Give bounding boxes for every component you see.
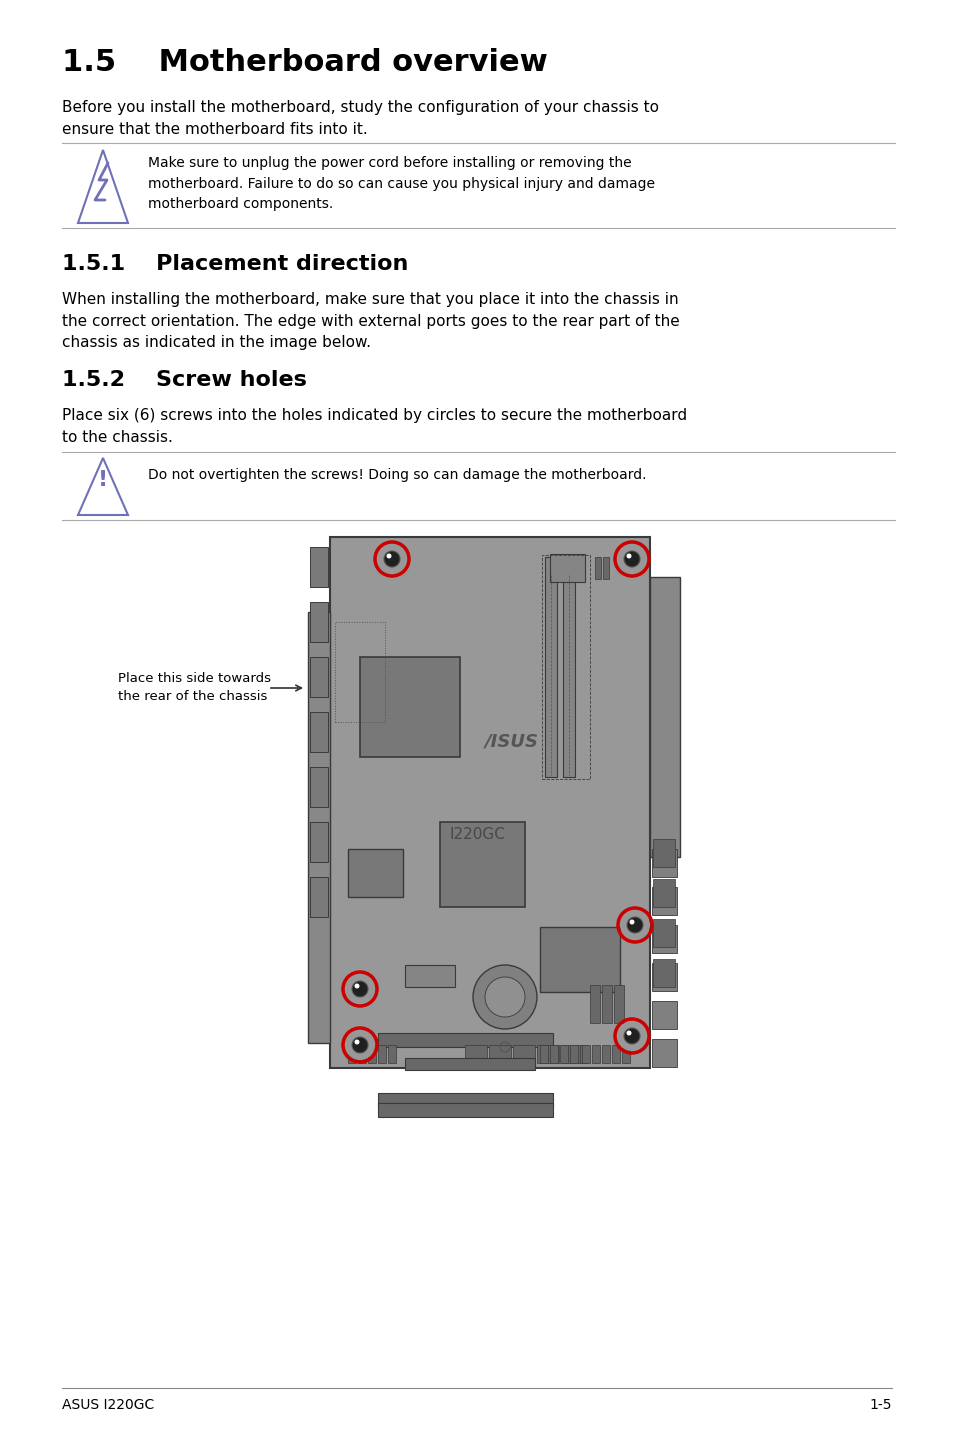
Text: I220GC: I220GC: [450, 827, 505, 843]
Bar: [651, 1001, 677, 1030]
Bar: [539, 1045, 547, 1063]
Text: /ISUS: /ISUS: [484, 732, 538, 751]
Bar: [377, 1093, 553, 1107]
Bar: [651, 925, 677, 953]
Text: Before you install the motherboard, study the configuration of your chassis to
e: Before you install the motherboard, stud…: [62, 101, 659, 137]
Bar: [541, 555, 589, 779]
Circle shape: [473, 965, 537, 1030]
Text: 1.5.2    Screw holes: 1.5.2 Screw holes: [62, 370, 307, 390]
Bar: [652, 879, 675, 907]
Bar: [581, 1045, 589, 1063]
Circle shape: [345, 1030, 375, 1060]
Circle shape: [626, 917, 642, 933]
Bar: [357, 1045, 366, 1063]
Bar: [310, 657, 328, 697]
Circle shape: [623, 1028, 639, 1044]
Circle shape: [617, 1021, 646, 1051]
Circle shape: [619, 910, 649, 940]
Bar: [595, 557, 600, 580]
Circle shape: [484, 976, 524, 1017]
Circle shape: [617, 544, 646, 574]
Bar: [550, 554, 584, 582]
Bar: [388, 1045, 395, 1063]
Bar: [592, 1045, 599, 1063]
Bar: [513, 1045, 535, 1063]
Bar: [308, 613, 330, 1043]
Bar: [621, 1045, 629, 1063]
Bar: [359, 657, 459, 756]
Bar: [601, 1045, 609, 1063]
Bar: [310, 712, 328, 752]
Bar: [537, 1045, 558, 1063]
Bar: [550, 1045, 558, 1063]
Bar: [377, 1032, 553, 1047]
Bar: [562, 557, 575, 777]
Bar: [559, 1045, 567, 1063]
Bar: [569, 1045, 578, 1063]
Bar: [310, 546, 328, 587]
Text: Do not overtighten the screws! Doing so can damage the motherboard.: Do not overtighten the screws! Doing so …: [148, 467, 646, 482]
Bar: [310, 877, 328, 917]
Bar: [589, 985, 599, 1022]
Text: Place this side towards
the rear of the chassis: Place this side towards the rear of the …: [118, 672, 271, 703]
Bar: [368, 1045, 375, 1063]
Circle shape: [352, 981, 368, 997]
Circle shape: [352, 1037, 368, 1053]
Text: Make sure to unplug the power cord before installing or removing the
motherboard: Make sure to unplug the power cord befor…: [148, 155, 655, 211]
Circle shape: [626, 554, 631, 558]
Bar: [651, 848, 677, 877]
Bar: [310, 603, 328, 641]
Bar: [651, 963, 677, 991]
Circle shape: [623, 551, 639, 567]
Bar: [652, 838, 675, 867]
Circle shape: [376, 544, 407, 574]
Bar: [310, 823, 328, 861]
Bar: [377, 1045, 386, 1063]
Bar: [652, 919, 675, 948]
Bar: [489, 1045, 511, 1063]
Bar: [602, 557, 608, 580]
Bar: [348, 848, 402, 897]
Bar: [651, 887, 677, 915]
Bar: [405, 1058, 535, 1070]
Text: When installing the motherboard, make sure that you place it into the chassis in: When installing the motherboard, make su…: [62, 292, 679, 351]
Circle shape: [355, 1040, 359, 1044]
Circle shape: [626, 1031, 631, 1035]
Bar: [439, 823, 524, 907]
Bar: [330, 536, 649, 1068]
Circle shape: [386, 554, 391, 558]
Bar: [651, 1040, 677, 1067]
Text: ASUS I220GC: ASUS I220GC: [62, 1398, 154, 1412]
Bar: [405, 965, 455, 986]
Text: !: !: [98, 470, 108, 490]
Bar: [649, 577, 679, 857]
Bar: [601, 985, 612, 1022]
Text: 1.5.1    Placement direction: 1.5.1 Placement direction: [62, 255, 408, 275]
Bar: [652, 959, 675, 986]
Circle shape: [355, 984, 359, 988]
Bar: [348, 1045, 355, 1063]
Bar: [544, 557, 557, 777]
Bar: [612, 1045, 619, 1063]
Text: Place six (6) screws into the holes indicated by circles to secure the motherboa: Place six (6) screws into the holes indi…: [62, 408, 686, 444]
Bar: [464, 1045, 486, 1063]
Bar: [560, 1045, 582, 1063]
Text: 1-5: 1-5: [868, 1398, 891, 1412]
Bar: [579, 1045, 587, 1063]
Circle shape: [384, 551, 399, 567]
Bar: [377, 1103, 553, 1117]
Circle shape: [345, 974, 375, 1004]
Circle shape: [629, 919, 634, 925]
Text: 1.5    Motherboard overview: 1.5 Motherboard overview: [62, 47, 547, 78]
Bar: [539, 928, 619, 992]
Bar: [614, 985, 623, 1022]
Bar: [335, 623, 385, 722]
Bar: [310, 766, 328, 807]
